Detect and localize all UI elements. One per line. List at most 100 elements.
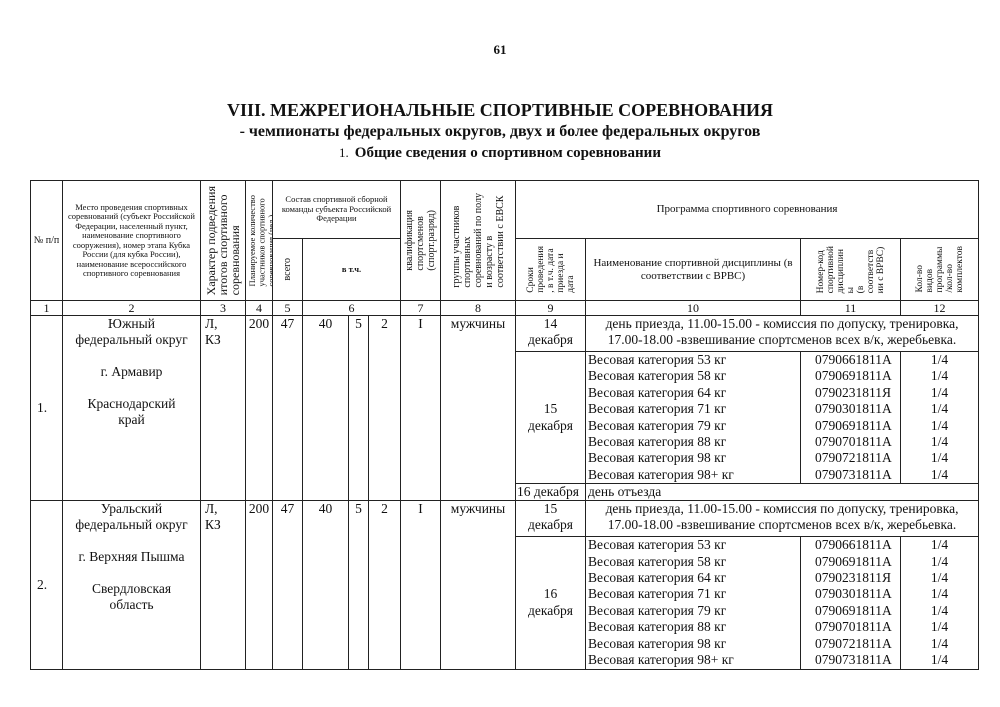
discipline-name: Весовая категория 58 кг bbox=[585, 368, 802, 385]
column-number: 1 bbox=[30, 300, 63, 316]
header-team: Состав спортивной сборной команды субъек… bbox=[271, 180, 402, 239]
discipline-name: Весовая категория 58 кг bbox=[585, 553, 802, 571]
header-place: Место проведения спортивных соревнований… bbox=[62, 180, 201, 301]
discipline-name: Весовая категория 64 кг bbox=[585, 384, 802, 402]
discipline-name: Весовая категория 98+ кг bbox=[585, 466, 802, 485]
column-number: 6 bbox=[301, 300, 402, 316]
column-number: 9 bbox=[515, 300, 587, 316]
discipline-name: Весовая категория 53 кг bbox=[585, 351, 802, 369]
departure-date: 16 декабря bbox=[515, 483, 587, 502]
header-count: Кол-во видов программы /кол-во комплекто… bbox=[900, 238, 980, 301]
discipline-count: 1/4 bbox=[900, 434, 980, 451]
row-number: 2. bbox=[30, 500, 63, 670]
discipline-row: Весовая категория 58 кг 0790691811А 1/4 bbox=[31, 553, 980, 571]
column-number: 2 bbox=[62, 300, 201, 316]
discipline-count: 1/4 bbox=[900, 466, 980, 485]
document-title: VIII. МЕЖРЕГИОНАЛЬНЫЕ СПОРТИВНЫЕ СОРЕВНО… bbox=[226, 100, 774, 120]
column-number: 7 bbox=[400, 300, 442, 316]
discipline-count: 1/4 bbox=[900, 536, 980, 554]
discipline-row: Весовая категория 98+ кг 0790731811А 1/4 bbox=[31, 652, 980, 670]
document-subtitle: - чемпионаты федеральных округов, двух и… bbox=[239, 123, 761, 140]
header-code: Номер-код спортивной дисциплин ы (в соот… bbox=[800, 238, 902, 301]
character-cell: Л, КЗ bbox=[200, 314, 246, 502]
discipline-count: 1/4 bbox=[900, 619, 980, 636]
discipline-code: 0790731811А bbox=[800, 466, 902, 485]
discipline-row: Весовая категория 79 кг 0790691811А 1/4 bbox=[31, 417, 980, 435]
column-number: 12 bbox=[900, 300, 980, 316]
column-number: 3 bbox=[200, 300, 246, 316]
discipline-code: 0790301811А bbox=[800, 586, 902, 603]
header-number: № п/п bbox=[30, 180, 63, 301]
page-number: 61 bbox=[493, 42, 507, 57]
header-group: группы участников спортивных соревновани… bbox=[440, 180, 517, 301]
qualification-cell: I bbox=[400, 500, 442, 670]
column-number: 5 bbox=[272, 300, 303, 316]
row-number: 1. bbox=[30, 314, 63, 502]
header-total: всего bbox=[272, 238, 303, 301]
header-qualification: квалификация спортсменов (спорт.разряд) bbox=[400, 180, 442, 301]
discipline-name: Весовая категория 79 кг bbox=[585, 417, 802, 435]
section-title: Общие сведения о спортивном соревновании bbox=[354, 145, 661, 161]
discipline-row: Весовая категория 88 кг 0790701811А 1/4 bbox=[31, 434, 980, 451]
column-number: 4 bbox=[245, 300, 273, 316]
discipline-row: Весовая категория 88 кг 0790701811А 1/4 bbox=[31, 619, 980, 636]
discipline-count: 1/4 bbox=[900, 401, 980, 418]
discipline-code: 0790661811А bbox=[800, 351, 902, 369]
discipline-count: 1/4 bbox=[900, 368, 980, 385]
place-cell: Уральский федеральный округ г. Верхняя П… bbox=[62, 500, 201, 670]
discipline-count: 1/4 bbox=[900, 652, 980, 670]
header-discipline: Наименование спортивной дисциплины (в со… bbox=[585, 238, 802, 301]
incl-cell: 40 bbox=[302, 314, 349, 502]
header-program: Программа спортивного соревнования bbox=[515, 180, 980, 239]
discipline-code: 0790691811А bbox=[800, 553, 902, 571]
planned-cell: 200 bbox=[245, 500, 273, 670]
incl-cell: 5 bbox=[348, 314, 369, 502]
discipline-code: 0790691811А bbox=[800, 417, 902, 435]
discipline-row: Весовая категория 64 кг 0790231811Я 1/4 bbox=[31, 384, 980, 402]
section-number: 1. bbox=[339, 145, 349, 160]
discipline-row: Весовая категория 79 кг 0790691811А 1/4 bbox=[31, 602, 980, 620]
section-heading: 1. Общие сведения о спортивном соревнован… bbox=[0, 145, 1000, 162]
discipline-count: 1/4 bbox=[900, 417, 980, 435]
discipline-count: 1/4 bbox=[900, 553, 980, 571]
discipline-count: 1/4 bbox=[900, 602, 980, 620]
discipline-code: 0790721811А bbox=[800, 635, 902, 653]
incl-cell: 2 bbox=[367, 314, 402, 502]
header-including: в т.ч. bbox=[301, 238, 402, 301]
competition-date: 16 декабря bbox=[515, 536, 587, 670]
incl-cell: 2 bbox=[367, 500, 402, 670]
arrival-text: день приезда, 11.00-15.00 - комиссия по … bbox=[585, 315, 980, 352]
discipline-name: Весовая категория 88 кг bbox=[585, 619, 802, 636]
total-cell: 47 bbox=[272, 314, 303, 502]
discipline-name: Весовая категория 98+ кг bbox=[585, 652, 802, 670]
discipline-row: Весовая категория 98 кг 0790721811А 1/4 bbox=[31, 450, 980, 467]
discipline-code: 0790691811А bbox=[800, 368, 902, 385]
discipline-count: 1/4 bbox=[900, 586, 980, 603]
discipline-name: Весовая категория 79 кг bbox=[585, 602, 802, 620]
qualification-cell: I bbox=[400, 314, 442, 502]
discipline-row: 15 декабря Весовая категория 53 кг 0790661… bbox=[31, 350, 980, 485]
discipline-name: Весовая категория 64 кг bbox=[585, 570, 802, 587]
discipline-count: 1/4 bbox=[900, 450, 980, 467]
discipline-code: 0790701811А bbox=[800, 434, 902, 451]
discipline-row: Весовая категория 71 кг 0790301811А 1/4 bbox=[31, 401, 980, 418]
discipline-name: Весовая категория 53 кг bbox=[585, 536, 802, 554]
arrival-text: день приезда, 11.00-15.00 - комиссия по … bbox=[585, 500, 980, 538]
discipline-row: Весовая категория 71 кг 0790301811А 1/4 bbox=[31, 586, 980, 603]
discipline-code: 0790661811А bbox=[800, 536, 902, 554]
header-planned: Планируемое количество участников спорти… bbox=[245, 180, 273, 301]
group-cell: мужчины bbox=[440, 500, 517, 670]
column-numbers-row: 1 2 3 4 5 6 7 8 9 10 11 12 bbox=[30, 300, 980, 316]
arrival-date: 15 декабря bbox=[515, 500, 587, 538]
departure-row: 16 декабря день отъезда bbox=[31, 483, 980, 502]
discipline-name: Весовая категория 71 кг bbox=[585, 401, 802, 418]
planned-cell: 200 bbox=[245, 314, 273, 502]
discipline-code: 0790231811Я bbox=[800, 570, 902, 587]
discipline-count: 1/4 bbox=[900, 635, 980, 653]
discipline-code: 0790231811Я bbox=[800, 384, 902, 402]
header-dates: Сроки проведения , в т.ч. дата приезда и… bbox=[515, 238, 587, 301]
discipline-code: 0790731811А bbox=[800, 652, 902, 670]
table-row: 1. Южный федеральный округ г. Армавир Кра… bbox=[30, 314, 980, 502]
total-cell: 47 bbox=[272, 500, 303, 670]
discipline-name: Весовая категория 71 кг bbox=[585, 586, 802, 603]
